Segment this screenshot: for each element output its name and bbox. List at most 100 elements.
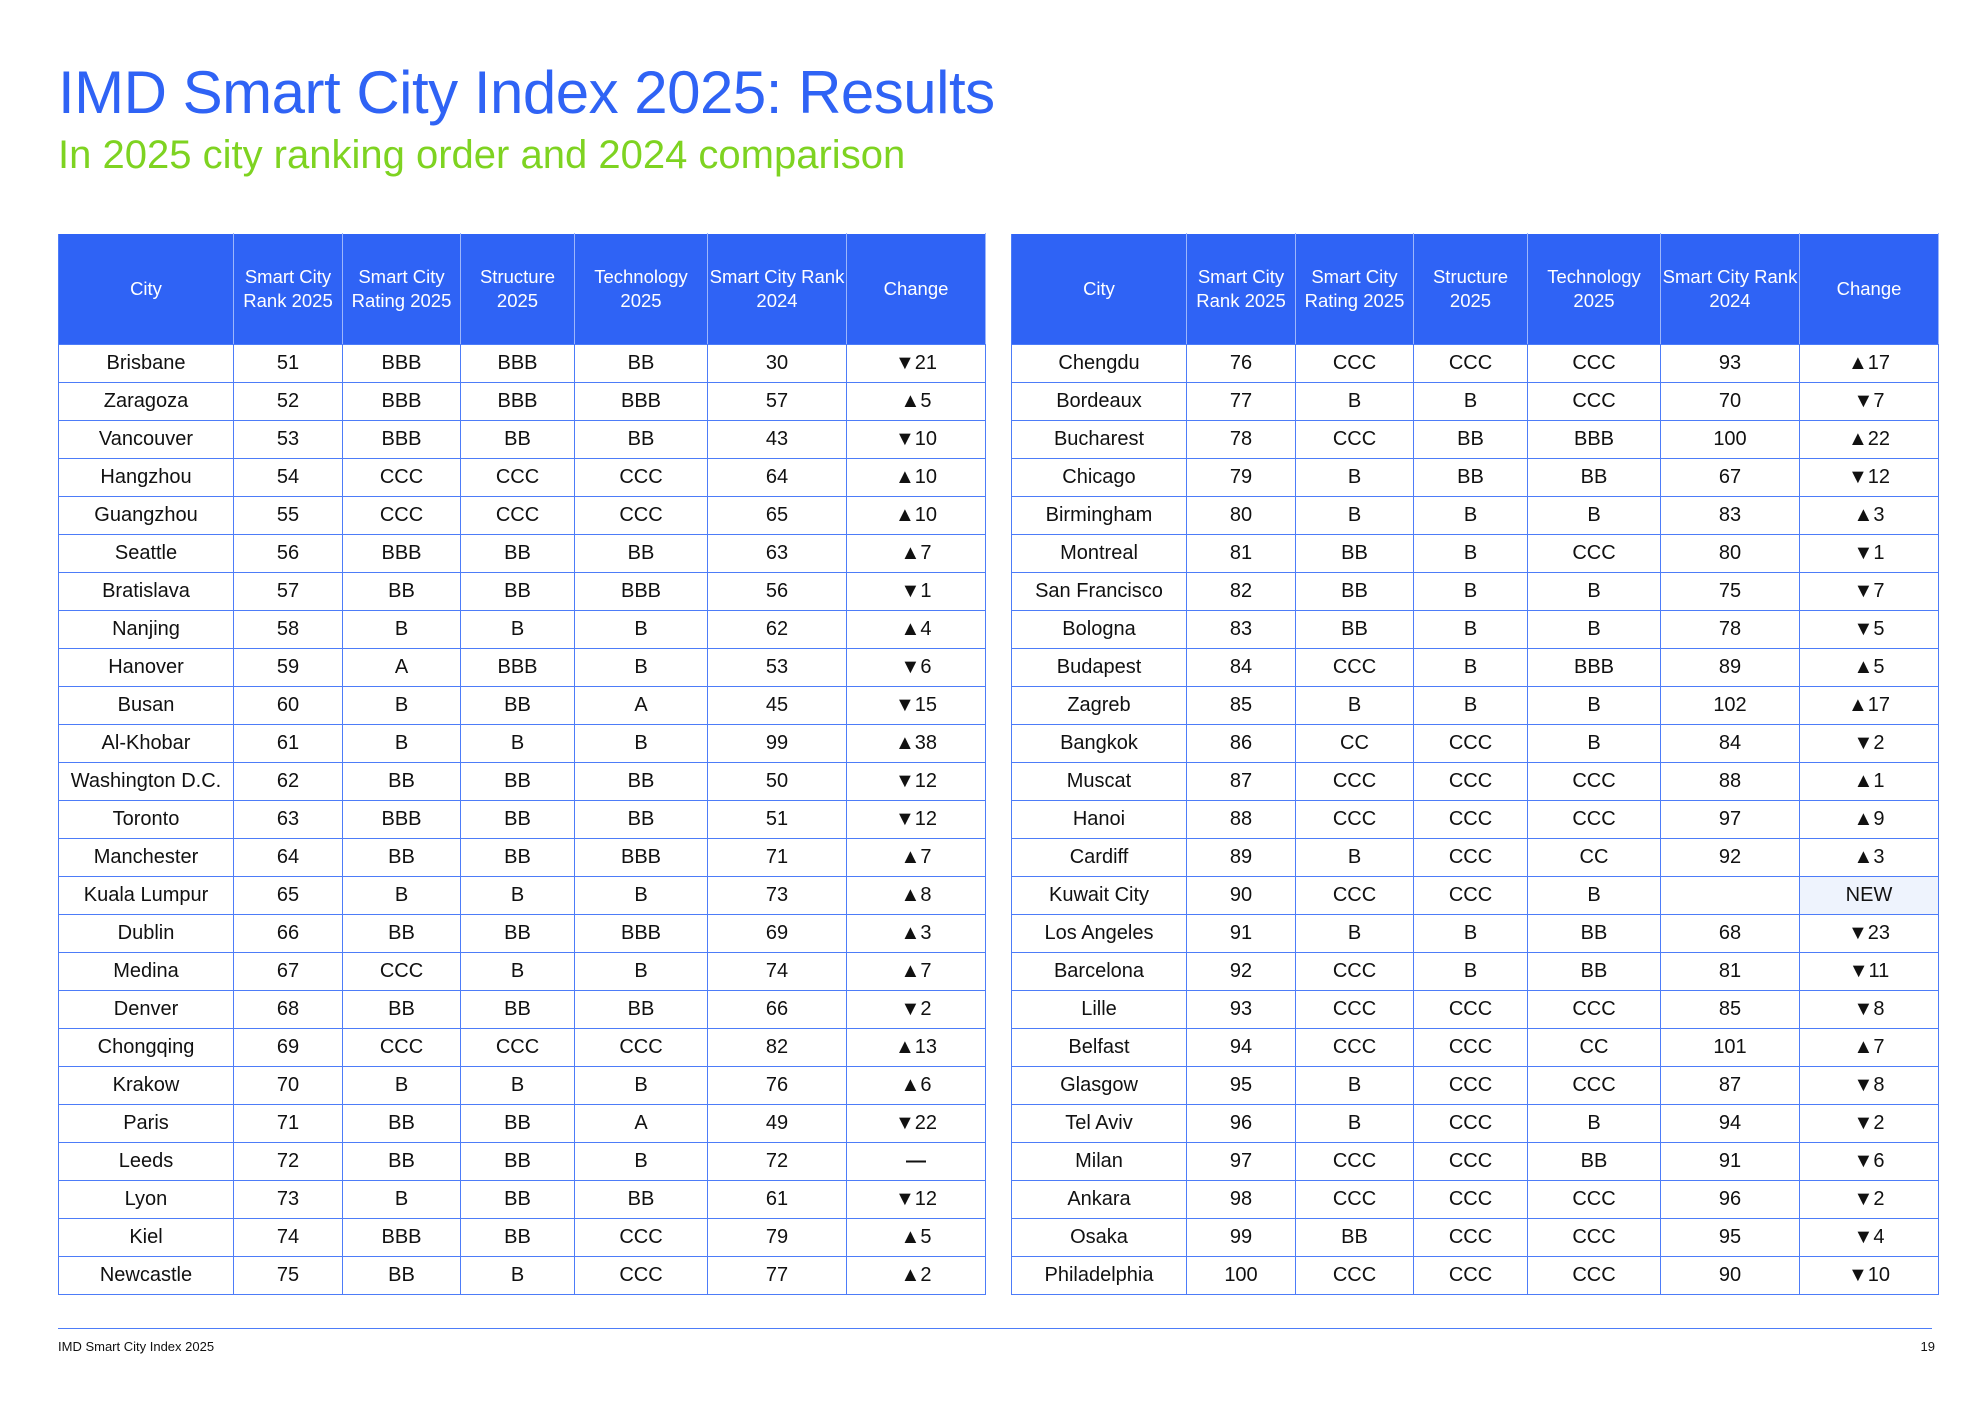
change-value: 1: [920, 580, 932, 602]
rank-2024-cell: 97: [1660, 800, 1800, 839]
rank-2025-cell: 83: [1186, 610, 1296, 649]
rank-2024-cell: 87: [1660, 1066, 1800, 1105]
rank-2025-cell: 87: [1186, 762, 1296, 801]
change-cell: ▼8: [1799, 1066, 1939, 1105]
rank-2025-cell: 84: [1186, 648, 1296, 687]
rank-2024-cell: 66: [707, 990, 847, 1029]
change-value: 12: [914, 770, 938, 792]
city-cell: Hanoi: [1011, 800, 1187, 839]
triangle-up-icon: ▲: [1853, 770, 1874, 792]
triangle-down-icon: ▼: [894, 1188, 915, 1210]
city-cell: Osaka: [1011, 1218, 1187, 1257]
change-value: 21: [914, 352, 938, 374]
change-value: 2: [920, 1264, 932, 1286]
rank-2025-cell: 69: [233, 1028, 343, 1067]
rank-2025-cell: 81: [1186, 534, 1296, 573]
table-row: Ankara 98 CCC CCC CCC 96 ▼2: [1011, 1180, 1939, 1219]
change-cell: ▲9: [1799, 800, 1939, 839]
technology-cell: B: [1527, 496, 1661, 535]
structure-cell: CCC: [1413, 762, 1528, 801]
rank-2024-cell: 49: [707, 1104, 847, 1143]
technology-cell: CCC: [1527, 344, 1661, 383]
technology-cell: B: [1527, 572, 1661, 611]
rank-2025-cell: 98: [1186, 1180, 1296, 1219]
change-value: 3: [1873, 846, 1885, 868]
table-row: Los Angeles 91 B B BB 68 ▼23: [1011, 914, 1939, 953]
structure-cell: CCC: [1413, 1104, 1528, 1143]
triangle-up-icon: ▲: [900, 618, 921, 640]
rating-cell: B: [342, 724, 461, 763]
rank-2024-cell: 84: [1660, 724, 1800, 763]
change-cell: ▼11: [1799, 952, 1939, 991]
rating-cell: BB: [342, 838, 461, 877]
structure-cell: BB: [460, 800, 575, 839]
rating-cell: B: [1295, 458, 1414, 497]
city-cell: Birmingham: [1011, 496, 1187, 535]
footer-divider: [58, 1328, 1932, 1329]
triangle-down-icon: ▼: [1847, 1264, 1868, 1286]
change-value: 12: [1867, 466, 1891, 488]
structure-cell: CCC: [1413, 344, 1528, 383]
change-cell: ▼15: [846, 686, 986, 725]
triangle-down-icon: ▼: [1853, 1074, 1874, 1096]
rank-2024-cell: 85: [1660, 990, 1800, 1029]
table-row: Osaka 99 BB CCC CCC 95 ▼4: [1011, 1218, 1939, 1257]
change-cell: NEW: [1799, 876, 1939, 915]
structure-cell: CCC: [1413, 838, 1528, 877]
change-cell: ▲5: [846, 382, 986, 421]
rank-2024-cell: 65: [707, 496, 847, 535]
triangle-down-icon: ▼: [894, 808, 915, 830]
city-cell: Krakow: [58, 1066, 234, 1105]
change-value: 7: [1873, 1036, 1885, 1058]
technology-cell: CCC: [1527, 382, 1661, 421]
table-header-row: City Smart City Rank 2025 Smart City Rat…: [1011, 233, 1939, 345]
technology-cell: BBB: [1527, 648, 1661, 687]
structure-cell: CCC: [1413, 1066, 1528, 1105]
rating-cell: BBB: [342, 420, 461, 459]
change-value: 8: [920, 884, 932, 906]
rank-2024-cell: 43: [707, 420, 847, 459]
change-cell: —: [846, 1142, 986, 1181]
rating-cell: BB: [1295, 572, 1414, 611]
change-value: 5: [1873, 618, 1885, 640]
triangle-up-icon: ▲: [894, 732, 915, 754]
triangle-down-icon: ▼: [1853, 1150, 1874, 1172]
rating-cell: BBB: [342, 344, 461, 383]
footer-publication: IMD Smart City Index 2025: [58, 1339, 215, 1354]
change-cell: ▲17: [1799, 344, 1939, 383]
rank-2025-cell: 89: [1186, 838, 1296, 877]
structure-cell: BB: [460, 686, 575, 725]
structure-cell: B: [460, 1256, 575, 1295]
city-cell: Zaragoza: [58, 382, 234, 421]
rating-cell: B: [342, 1180, 461, 1219]
change-cell: ▲38: [846, 724, 986, 763]
triangle-up-icon: ▲: [1847, 352, 1868, 374]
change-value: 17: [1867, 352, 1891, 374]
rank-2025-cell: 90: [1186, 876, 1296, 915]
rank-2024-cell: 82: [707, 1028, 847, 1067]
technology-cell: B: [574, 1142, 708, 1181]
technology-cell: BB: [574, 420, 708, 459]
triangle-down-icon: ▼: [894, 694, 915, 716]
triangle-up-icon: ▲: [900, 1264, 921, 1286]
table-row: Denver 68 BB BB BB 66 ▼2: [58, 990, 986, 1029]
rank-2025-cell: 93: [1186, 990, 1296, 1029]
rank-2025-cell: 97: [1186, 1142, 1296, 1181]
structure-cell: B: [460, 1066, 575, 1105]
table-row: Manchester 64 BB BB BBB 71 ▲7: [58, 838, 986, 877]
table-row: Brisbane 51 BBB BBB BB 30 ▼21: [58, 344, 986, 383]
rating-cell: CCC: [1295, 762, 1414, 801]
change-value: 10: [914, 428, 938, 450]
technology-cell: B: [574, 648, 708, 687]
technology-cell: B: [1527, 610, 1661, 649]
technology-cell: A: [574, 1104, 708, 1143]
change-value: 12: [914, 808, 938, 830]
structure-cell: BB: [460, 762, 575, 801]
table-row: San Francisco 82 BB B B 75 ▼7: [1011, 572, 1939, 611]
table-row: Kuwait City 90 CCC CCC B NEW: [1011, 876, 1939, 915]
triangle-up-icon: ▲: [1853, 808, 1874, 830]
rank-2025-cell: 91: [1186, 914, 1296, 953]
rating-cell: BB: [342, 990, 461, 1029]
structure-cell: CCC: [1413, 990, 1528, 1029]
change-cell: ▼22: [846, 1104, 986, 1143]
